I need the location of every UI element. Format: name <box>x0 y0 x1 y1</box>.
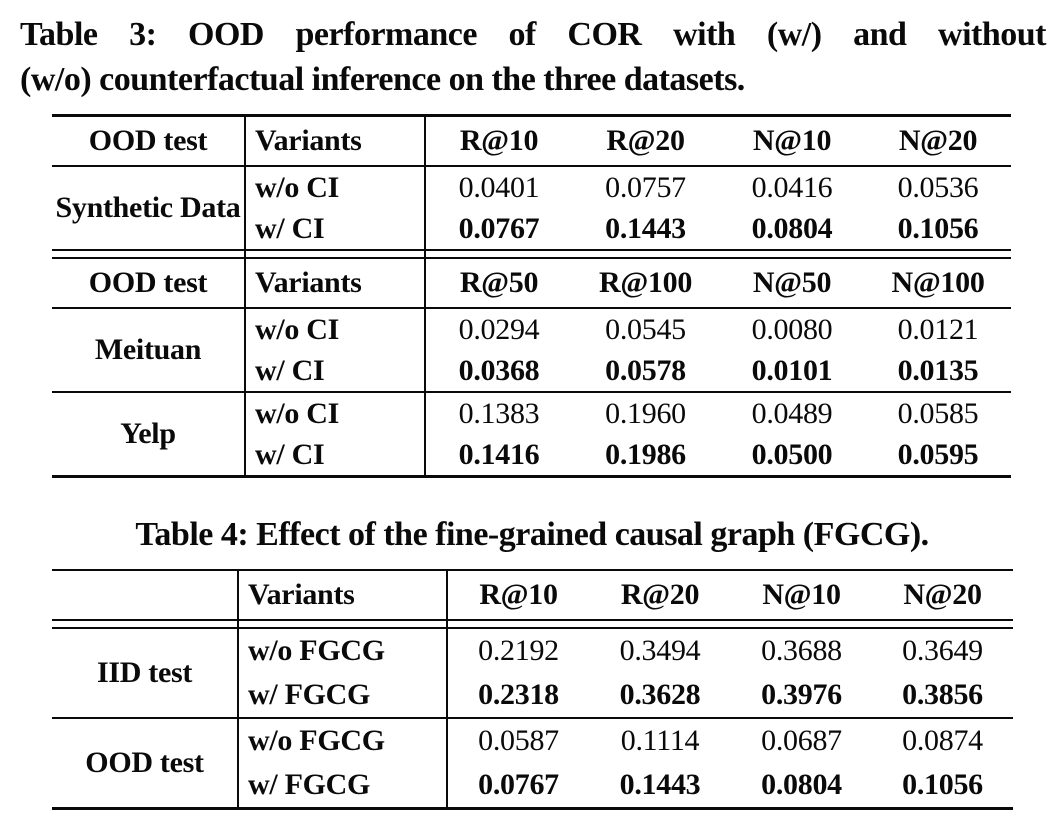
value-cell: 0.3976 <box>761 678 842 711</box>
value-cell: 0.0368 <box>458 353 540 387</box>
variant-cell: w/ FGCG <box>238 763 448 809</box>
header-cell-metric: R@10 <box>479 578 558 611</box>
variant-cell: w/o FGCG <box>238 718 448 763</box>
table-4: Variants R@10 R@20 N@10 N@20 IID test w/… <box>52 569 1013 810</box>
value-cell: 0.3494 <box>619 634 701 667</box>
value-cell: 0.0595 <box>897 437 979 471</box>
value-cell: 0.1114 <box>620 724 700 757</box>
value-cell: 0.0757 <box>605 170 686 204</box>
double-rule-separator <box>52 620 1013 628</box>
table-row: w/ CI 0.0767 0.1443 0.0804 0.1056 <box>52 208 1011 250</box>
table3-caption: Table 3: OOD performance of COR with (w/… <box>20 12 1047 102</box>
variant-cell: w/ CI <box>245 434 426 477</box>
value-cell: 0.0500 <box>751 437 833 471</box>
row-label-meituan: Meituan <box>52 308 246 392</box>
header-cell-metric: R@100 <box>598 266 693 299</box>
header-cell-metric: N@20 <box>903 578 982 611</box>
table-row: Meituan w/o CI 0.0294 0.0545 0.0080 0.01… <box>52 308 1011 392</box>
table4-header-row: Variants R@10 R@20 N@10 N@20 <box>52 570 1013 620</box>
value-cell: 0.3688 <box>761 634 842 667</box>
header-cell-metric: R@20 <box>606 124 685 157</box>
value-cell: 0.3649 <box>902 634 983 667</box>
header-cell-metric: N@10 <box>752 124 832 157</box>
variant-cell: w/o FGCG <box>238 628 448 673</box>
value-cell: 0.0585 <box>897 396 979 430</box>
value-cell: 0.0135 <box>897 353 979 387</box>
value-cell: 0.1416 <box>458 437 540 471</box>
header-cell-metric: N@100 <box>891 266 985 299</box>
header-cell-metric: N@10 <box>762 578 841 611</box>
header-cell-variants: Variants <box>245 115 426 166</box>
value-cell: 0.0489 <box>751 396 833 430</box>
value-cell: 0.0767 <box>458 211 540 245</box>
variant-cell: w/ CI <box>245 350 426 392</box>
table-3: OOD test Variants R@10 R@20 N@10 N@20 Sy… <box>52 114 1011 478</box>
value-cell: 0.0767 <box>478 768 559 801</box>
header-cell-ood-test: OOD test <box>52 115 246 166</box>
value-cell: 0.0401 <box>458 170 540 204</box>
value-cell: 0.1443 <box>619 768 701 801</box>
row-label-ood-test: OOD test <box>52 718 239 809</box>
variant-cell: w/ CI <box>245 208 426 250</box>
value-cell: 0.1056 <box>902 768 983 801</box>
header-cell-ood-test: OOD test <box>52 258 246 308</box>
table-row: Synthetic Data w/o CI 0.0401 0.0757 0.04… <box>52 166 1011 250</box>
value-cell: 0.3628 <box>619 678 701 711</box>
value-cell: 0.2318 <box>478 678 559 711</box>
table3-header-row-2: OOD test Variants R@50 R@100 N@50 N@100 <box>52 258 1011 308</box>
value-cell: 0.0687 <box>761 724 842 757</box>
value-cell: 0.0545 <box>605 312 686 346</box>
table-row: OOD test w/o FGCG 0.0587 0.1114 0.0687 0… <box>52 718 1013 809</box>
value-cell: 0.0578 <box>605 353 686 387</box>
table3-caption-line2: (w/o) counterfactual inference on the th… <box>20 61 745 98</box>
header-cell-metric: R@10 <box>459 124 539 157</box>
header-cell-metric: N@50 <box>752 266 832 299</box>
value-cell: 0.0804 <box>751 211 833 245</box>
table4-caption: Table 4: Effect of the fine-grained caus… <box>135 516 929 553</box>
value-cell: 0.0294 <box>458 312 540 346</box>
value-cell: 0.1383 <box>458 396 540 430</box>
variant-cell: w/o CI <box>245 166 426 208</box>
value-cell: 0.1960 <box>605 396 686 430</box>
variant-cell: w/ FGCG <box>238 673 448 718</box>
row-label-iid-test: IID test <box>52 628 239 718</box>
row-label-yelp: Yelp <box>52 392 246 477</box>
value-cell: 0.0121 <box>897 312 979 346</box>
variant-cell: w/o CI <box>245 392 426 434</box>
page: { "table3": { "caption_lines": [ "Table … <box>0 12 1064 838</box>
header-cell-metric: R@20 <box>620 578 700 611</box>
table-row: w/ FGCG 0.2318 0.3628 0.3976 0.3856 <box>52 673 1013 718</box>
header-cell-variants: Variants <box>238 570 448 620</box>
value-cell: 0.2192 <box>478 634 559 667</box>
table3-header-row-1: OOD test Variants R@10 R@20 N@10 N@20 <box>52 115 1011 166</box>
table-row: w/ CI 0.1416 0.1986 0.0500 0.0595 <box>52 434 1011 477</box>
table3-caption-line1: Table 3: OOD performance of COR with (w/… <box>20 16 1047 53</box>
value-cell: 0.0416 <box>751 170 833 204</box>
value-cell: 0.1056 <box>897 211 979 245</box>
value-cell: 0.0536 <box>897 170 979 204</box>
value-cell: 0.0080 <box>751 312 833 346</box>
header-cell-metric: R@50 <box>459 266 539 299</box>
value-cell: 0.0804 <box>761 768 842 801</box>
value-cell: 0.1986 <box>605 437 686 471</box>
variant-cell: w/o CI <box>245 308 426 350</box>
header-cell-empty <box>52 570 239 620</box>
value-cell: 0.3856 <box>902 678 983 711</box>
header-cell-variants: Variants <box>245 258 426 308</box>
value-cell: 0.1443 <box>605 211 686 245</box>
table-row: w/ FGCG 0.0767 0.1443 0.0804 0.1056 <box>52 763 1013 809</box>
double-rule-separator <box>52 250 1011 258</box>
value-cell: 0.0874 <box>902 724 983 757</box>
header-cell-metric: N@20 <box>898 124 978 157</box>
value-cell: 0.0101 <box>751 353 833 387</box>
value-cell: 0.0587 <box>478 724 559 757</box>
table-row: IID test w/o FGCG 0.2192 0.3494 0.3688 0… <box>52 628 1013 718</box>
table-row: w/ CI 0.0368 0.0578 0.0101 0.0135 <box>52 350 1011 392</box>
row-label-synthetic-data: Synthetic Data <box>52 166 246 250</box>
table-row: Yelp w/o CI 0.1383 0.1960 0.0489 0.0585 <box>52 392 1011 477</box>
